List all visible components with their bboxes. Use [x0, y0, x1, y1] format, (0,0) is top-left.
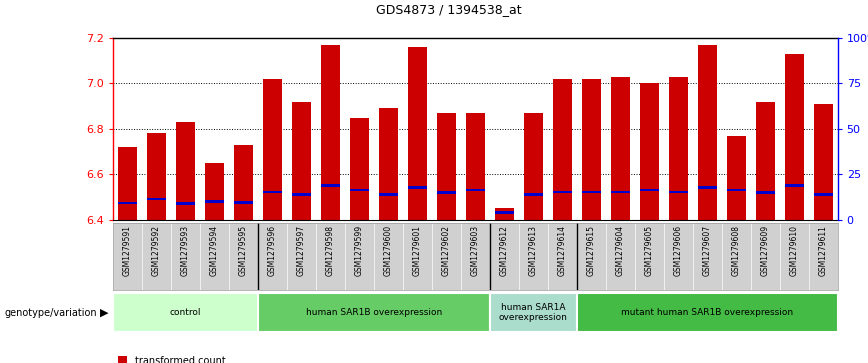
Bar	[263, 79, 282, 220]
Bar	[611, 77, 629, 220]
Text: GSM1279596: GSM1279596	[268, 225, 277, 276]
Legend: transformed count, percentile rank within the sample: transformed count, percentile rank withi…	[118, 356, 300, 363]
Bar	[756, 102, 774, 220]
Text: GSM1279613: GSM1279613	[529, 225, 537, 276]
Bar	[640, 189, 659, 192]
Text: GSM1279605: GSM1279605	[645, 225, 654, 276]
Text: GSM1279600: GSM1279600	[384, 225, 392, 276]
Text: genotype/variation: genotype/variation	[4, 307, 97, 318]
Text: GSM1279604: GSM1279604	[615, 225, 625, 276]
Bar	[113, 293, 258, 332]
Bar	[523, 193, 542, 196]
Bar	[523, 113, 542, 220]
Bar	[490, 293, 576, 332]
Bar	[378, 193, 398, 196]
Text: ▶: ▶	[100, 307, 108, 318]
Bar	[258, 293, 490, 332]
Text: GSM1279593: GSM1279593	[181, 225, 190, 276]
Bar	[466, 189, 484, 192]
Bar	[727, 136, 746, 220]
Text: human SAR1A
overexpression: human SAR1A overexpression	[499, 303, 568, 322]
Bar	[233, 145, 253, 220]
Bar	[582, 79, 601, 220]
Bar	[756, 191, 774, 194]
Bar	[263, 191, 282, 193]
Text: GSM1279615: GSM1279615	[587, 225, 595, 276]
Bar	[205, 200, 224, 203]
Bar	[437, 113, 456, 220]
Bar	[118, 202, 137, 204]
Bar	[408, 186, 427, 189]
Text: GSM1279597: GSM1279597	[297, 225, 306, 276]
Bar	[698, 187, 717, 189]
Text: GSM1279591: GSM1279591	[123, 225, 132, 276]
Bar	[495, 208, 514, 220]
Text: control: control	[169, 308, 201, 317]
Bar	[668, 191, 687, 193]
Text: GSM1279594: GSM1279594	[210, 225, 219, 276]
Bar	[350, 118, 369, 220]
Bar	[582, 191, 601, 193]
Bar	[408, 47, 427, 220]
Bar	[553, 191, 572, 193]
Bar	[118, 147, 137, 220]
Bar	[813, 104, 832, 220]
Bar	[727, 189, 746, 192]
Bar	[640, 83, 659, 220]
Bar	[147, 197, 166, 200]
Text: GSM1279608: GSM1279608	[732, 225, 740, 276]
Text: GSM1279602: GSM1279602	[442, 225, 450, 276]
Bar	[698, 45, 717, 220]
Text: mutant human SAR1B overexpression: mutant human SAR1B overexpression	[621, 308, 793, 317]
Bar	[668, 77, 687, 220]
Bar	[553, 79, 572, 220]
Text: GSM1279610: GSM1279610	[790, 225, 799, 276]
Text: GSM1279606: GSM1279606	[674, 225, 682, 276]
Bar	[176, 202, 194, 205]
Text: GSM1279601: GSM1279601	[413, 225, 422, 276]
Bar	[292, 102, 311, 220]
Bar	[176, 122, 194, 220]
Bar	[785, 184, 804, 187]
Bar	[321, 45, 339, 220]
Bar	[495, 212, 514, 214]
Text: GSM1279612: GSM1279612	[500, 225, 509, 276]
Bar	[205, 163, 224, 220]
Bar	[611, 191, 629, 193]
Bar	[233, 201, 253, 204]
Bar	[785, 54, 804, 220]
Text: GDS4873 / 1394538_at: GDS4873 / 1394538_at	[377, 3, 522, 16]
Text: GSM1279598: GSM1279598	[326, 225, 335, 276]
Text: GSM1279609: GSM1279609	[760, 225, 770, 276]
Text: GSM1279614: GSM1279614	[558, 225, 567, 276]
Bar	[292, 193, 311, 196]
Bar	[813, 193, 832, 196]
Text: GSM1279611: GSM1279611	[819, 225, 827, 276]
Bar	[576, 293, 838, 332]
Bar	[378, 109, 398, 220]
Bar	[147, 134, 166, 220]
Text: human SAR1B overexpression: human SAR1B overexpression	[306, 308, 442, 317]
Text: GSM1279599: GSM1279599	[355, 225, 364, 276]
Bar	[350, 189, 369, 192]
Text: GSM1279592: GSM1279592	[152, 225, 161, 276]
Text: GSM1279603: GSM1279603	[470, 225, 480, 276]
Text: GSM1279595: GSM1279595	[239, 225, 247, 276]
Bar	[321, 184, 339, 187]
Text: GSM1279607: GSM1279607	[703, 225, 712, 276]
Bar	[437, 191, 456, 194]
Bar	[466, 113, 484, 220]
